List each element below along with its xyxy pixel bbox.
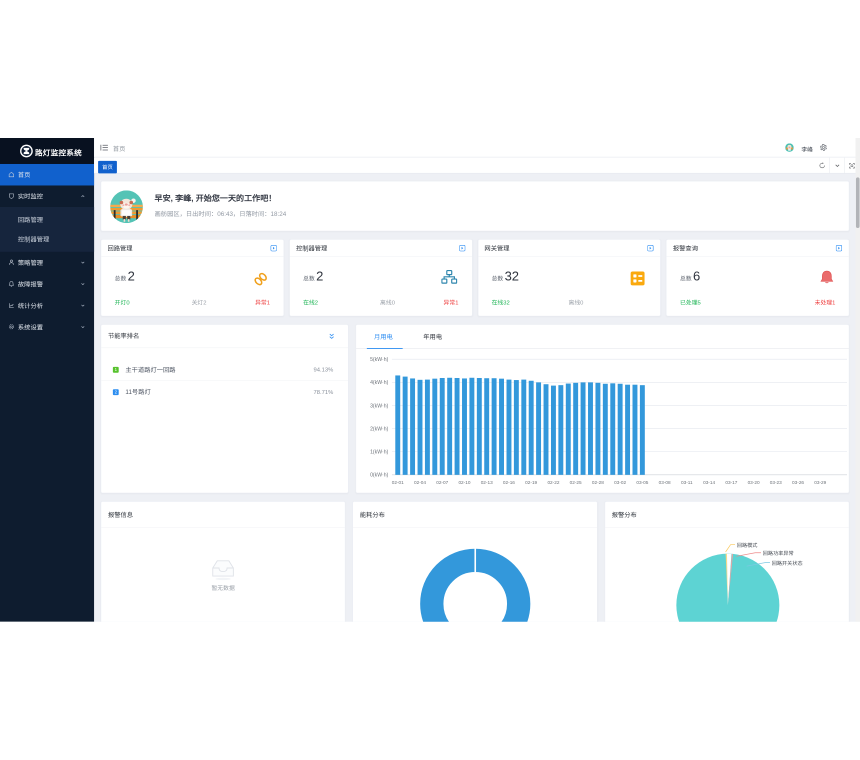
svg-text:03-08: 03-08 — [659, 480, 671, 485]
svg-text:4(kW·h): 4(kW·h) — [370, 380, 389, 386]
svg-text:03-26: 03-26 — [792, 480, 804, 485]
svg-text:03-29: 03-29 — [814, 480, 826, 485]
svg-text:03-14: 03-14 — [703, 480, 715, 485]
svg-text:02-07: 02-07 — [436, 480, 448, 485]
svg-text:1(kW·h): 1(kW·h) — [370, 450, 389, 456]
svg-text:03-20: 03-20 — [748, 480, 760, 485]
svg-text:03-05: 03-05 — [636, 480, 648, 485]
svg-text:02-25: 02-25 — [570, 480, 582, 485]
svg-text:2(kW·h): 2(kW·h) — [370, 426, 389, 432]
svg-text:0(kW·h): 0(kW·h) — [370, 473, 389, 479]
svg-text:03-02: 03-02 — [614, 480, 626, 485]
svg-text:02-19: 02-19 — [525, 480, 537, 485]
svg-text:回路开关状态: 回路开关状态 — [772, 560, 803, 567]
svg-text:03-23: 03-23 — [770, 480, 782, 485]
svg-text:02-01: 02-01 — [392, 480, 404, 485]
svg-text:03-17: 03-17 — [725, 480, 737, 485]
svg-text:03-11: 03-11 — [681, 480, 693, 485]
svg-text:02-22: 02-22 — [547, 480, 559, 485]
svg-text:回路模式: 回路模式 — [737, 542, 758, 549]
svg-text:回路功率异常: 回路功率异常 — [763, 550, 794, 557]
svg-text:02-16: 02-16 — [503, 480, 515, 485]
svg-text:02-13: 02-13 — [481, 480, 493, 485]
svg-text:02-28: 02-28 — [592, 480, 604, 485]
svg-text:02-04: 02-04 — [414, 480, 426, 485]
svg-text:3(kW·h): 3(kW·h) — [370, 403, 389, 409]
svg-text:5(kW·h): 5(kW·h) — [370, 357, 389, 363]
svg-text:02-10: 02-10 — [458, 480, 470, 485]
